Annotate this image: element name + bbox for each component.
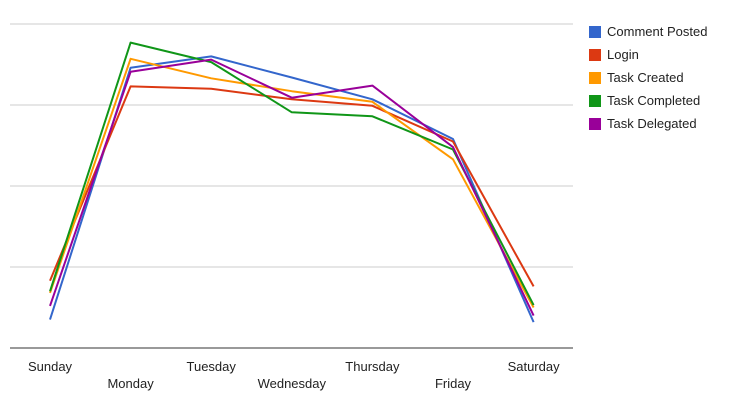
legend-item-comment-posted[interactable]: Comment Posted	[589, 20, 731, 43]
data-point[interactable]	[47, 317, 53, 323]
data-point[interactable]	[450, 138, 456, 144]
data-point[interactable]	[531, 302, 537, 308]
data-point[interactable]	[369, 83, 375, 89]
data-point[interactable]	[289, 88, 295, 94]
data-point[interactable]	[369, 113, 375, 119]
x-tick-label: Wednesday	[258, 376, 327, 391]
x-tick-label: Tuesday	[187, 359, 237, 374]
x-tick-label: Monday	[107, 376, 154, 391]
data-point[interactable]	[47, 303, 53, 309]
data-point[interactable]	[531, 283, 537, 289]
legend-item-login[interactable]: Login	[589, 43, 731, 66]
legend-swatch	[589, 117, 601, 130]
legend-item-task-delegated[interactable]: Task Delegated	[589, 112, 731, 135]
series-line-comment-posted[interactable]	[49, 55, 535, 323]
data-point[interactable]	[128, 40, 134, 46]
data-point[interactable]	[289, 74, 295, 80]
chart-legend: Comment Posted Login Task Created Task Comp…	[589, 20, 731, 135]
data-point[interactable]	[531, 319, 537, 325]
data-point[interactable]	[289, 95, 295, 101]
data-point[interactable]	[369, 99, 375, 105]
x-tick-label: Friday	[435, 376, 472, 391]
data-point[interactable]	[208, 75, 214, 81]
legend-swatch	[589, 25, 601, 38]
data-point[interactable]	[208, 86, 214, 92]
series-line-task-created[interactable]	[49, 57, 535, 308]
data-point[interactable]	[531, 313, 537, 319]
legend-label: Login	[607, 47, 639, 62]
x-tick-label: Sunday	[28, 359, 73, 374]
data-point[interactable]	[47, 288, 53, 294]
legend-swatch	[589, 48, 601, 61]
series-line-task-delegated[interactable]	[49, 58, 535, 317]
legend-label: Task Delegated	[607, 116, 697, 131]
data-point[interactable]	[128, 56, 134, 62]
legend-swatch	[589, 71, 601, 84]
legend-item-task-created[interactable]: Task Created	[589, 66, 731, 89]
data-point[interactable]	[128, 69, 134, 75]
legend-label: Comment Posted	[607, 24, 708, 39]
x-tick-label: Thursday	[345, 359, 400, 374]
series-line-login[interactable]	[49, 85, 535, 287]
data-point[interactable]	[450, 144, 456, 150]
x-tick-label: Saturday	[508, 359, 561, 374]
data-point[interactable]	[450, 156, 456, 162]
data-point[interactable]	[208, 57, 214, 63]
legend-item-task-completed[interactable]: Task Completed	[589, 89, 731, 112]
series-line-task-completed[interactable]	[49, 41, 535, 306]
data-point[interactable]	[289, 109, 295, 115]
legend-label: Task Completed	[607, 93, 701, 108]
legend-swatch	[589, 94, 601, 107]
legend-label: Task Created	[607, 70, 684, 85]
data-point[interactable]	[128, 83, 134, 89]
